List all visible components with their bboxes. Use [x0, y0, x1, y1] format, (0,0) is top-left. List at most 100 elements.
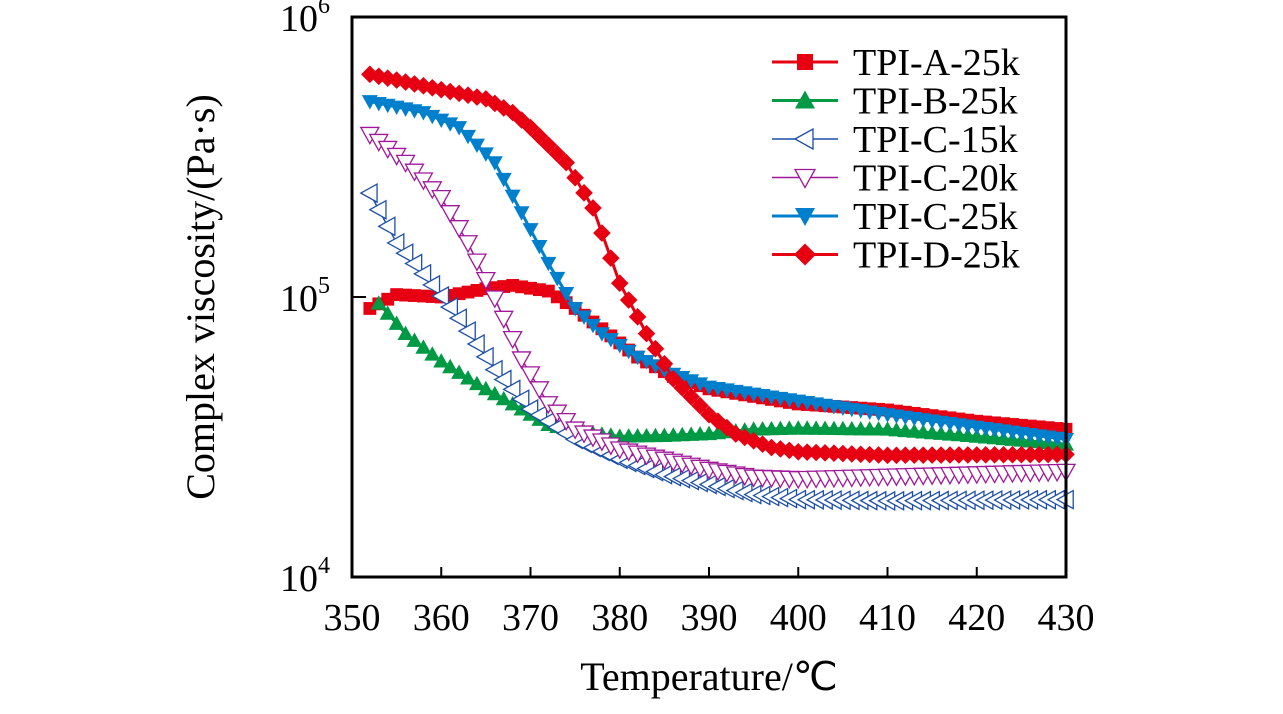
data-point — [460, 370, 477, 385]
data-point — [744, 431, 763, 450]
data-point — [593, 224, 611, 242]
data-point — [396, 73, 415, 91]
data-point — [404, 253, 423, 274]
data-point — [433, 353, 450, 368]
legend: TPI-A-25kTPI-B-25kTPI-C-15kTPI-C-20kTPI-… — [772, 42, 1020, 277]
data-point — [530, 127, 549, 146]
data-point — [1021, 445, 1040, 464]
y-tick-label: 104 — [280, 553, 330, 600]
data-point — [442, 117, 459, 132]
x-tick-label: 370 — [502, 597, 559, 639]
data-point — [567, 302, 584, 317]
series-layer — [359, 65, 1077, 511]
data-point — [834, 444, 852, 463]
legend-item: TPI-B-25k — [772, 81, 1018, 123]
data-point — [493, 369, 512, 390]
data-point — [457, 235, 479, 254]
legend-label: TPI-A-25k — [853, 42, 1020, 84]
data-point — [404, 163, 425, 182]
data-point — [664, 370, 683, 388]
data-point — [511, 351, 532, 370]
legend-label: TPI-C-15k — [853, 119, 1018, 161]
data-point — [520, 366, 541, 385]
x-tick-label: 420 — [948, 597, 1005, 639]
data-point — [513, 206, 530, 221]
legend-item: TPI-C-25k — [772, 196, 1018, 238]
data-point — [386, 232, 405, 254]
data-point — [466, 253, 488, 272]
data-point — [431, 189, 452, 209]
data-point — [950, 446, 968, 464]
legend-marker — [793, 168, 817, 189]
x-tick-label: 350 — [324, 597, 381, 639]
legend-marker — [793, 127, 814, 151]
data-point — [539, 136, 558, 154]
data-point — [628, 308, 647, 326]
data-point — [1003, 445, 1022, 464]
data-point — [896, 446, 915, 465]
series-line — [369, 283, 1067, 431]
legend-item: TPI-C-15k — [772, 119, 1018, 161]
data-point — [700, 405, 718, 424]
data-point — [486, 94, 504, 113]
data-point — [486, 156, 503, 171]
data-point — [468, 375, 485, 391]
data-point — [529, 381, 550, 400]
data-point — [629, 350, 646, 366]
legend-marker — [795, 90, 815, 109]
data-point — [504, 189, 521, 205]
series-TPI-B-25k — [370, 295, 1074, 451]
x-axis-label: Temperature/℃ — [580, 654, 838, 699]
data-point — [504, 395, 521, 411]
data-point — [477, 147, 494, 162]
data-point — [424, 346, 441, 361]
data-point — [395, 243, 414, 264]
data-point — [460, 129, 477, 145]
data-point — [619, 291, 638, 309]
legend-item: TPI-C-20k — [772, 158, 1018, 200]
data-point — [413, 172, 434, 191]
data-point — [486, 385, 503, 401]
legend-item: TPI-A-25k — [772, 42, 1020, 84]
data-point — [388, 315, 405, 330]
data-point — [540, 256, 557, 272]
data-point — [406, 332, 423, 347]
data-point — [511, 389, 530, 410]
data-point — [682, 387, 700, 406]
data-point — [430, 285, 450, 307]
data-point — [905, 446, 924, 464]
data-point — [414, 77, 433, 95]
data-point — [576, 310, 593, 325]
data-point — [442, 358, 459, 374]
x-tick-label: 360 — [413, 597, 470, 639]
legend-label: TPI-C-25k — [853, 196, 1018, 238]
data-point — [646, 339, 665, 358]
data-point — [369, 67, 388, 86]
legend-item: TPI-D-25k — [772, 235, 1020, 277]
series-TPI-C-25k — [361, 95, 1074, 448]
data-point — [484, 359, 503, 380]
data-point — [359, 182, 378, 204]
data-point — [610, 274, 629, 293]
data-point — [637, 324, 656, 343]
data-point — [638, 354, 655, 370]
data-point — [1012, 445, 1031, 464]
data-point — [457, 320, 476, 342]
data-point — [415, 339, 432, 354]
data-point — [459, 86, 477, 105]
data-point — [397, 325, 414, 341]
data-point — [557, 153, 575, 172]
data-point — [691, 396, 709, 415]
data-point — [1030, 445, 1049, 464]
data-point — [493, 310, 514, 329]
data-point — [985, 445, 1004, 464]
data-point — [415, 106, 432, 121]
data-point — [441, 82, 459, 101]
legend-label: TPI-C-20k — [853, 158, 1018, 200]
data-point — [566, 168, 584, 187]
data-point — [967, 446, 986, 464]
series-TPI-D-25k — [361, 65, 1075, 465]
data-point — [475, 271, 496, 291]
data-point — [941, 446, 959, 464]
